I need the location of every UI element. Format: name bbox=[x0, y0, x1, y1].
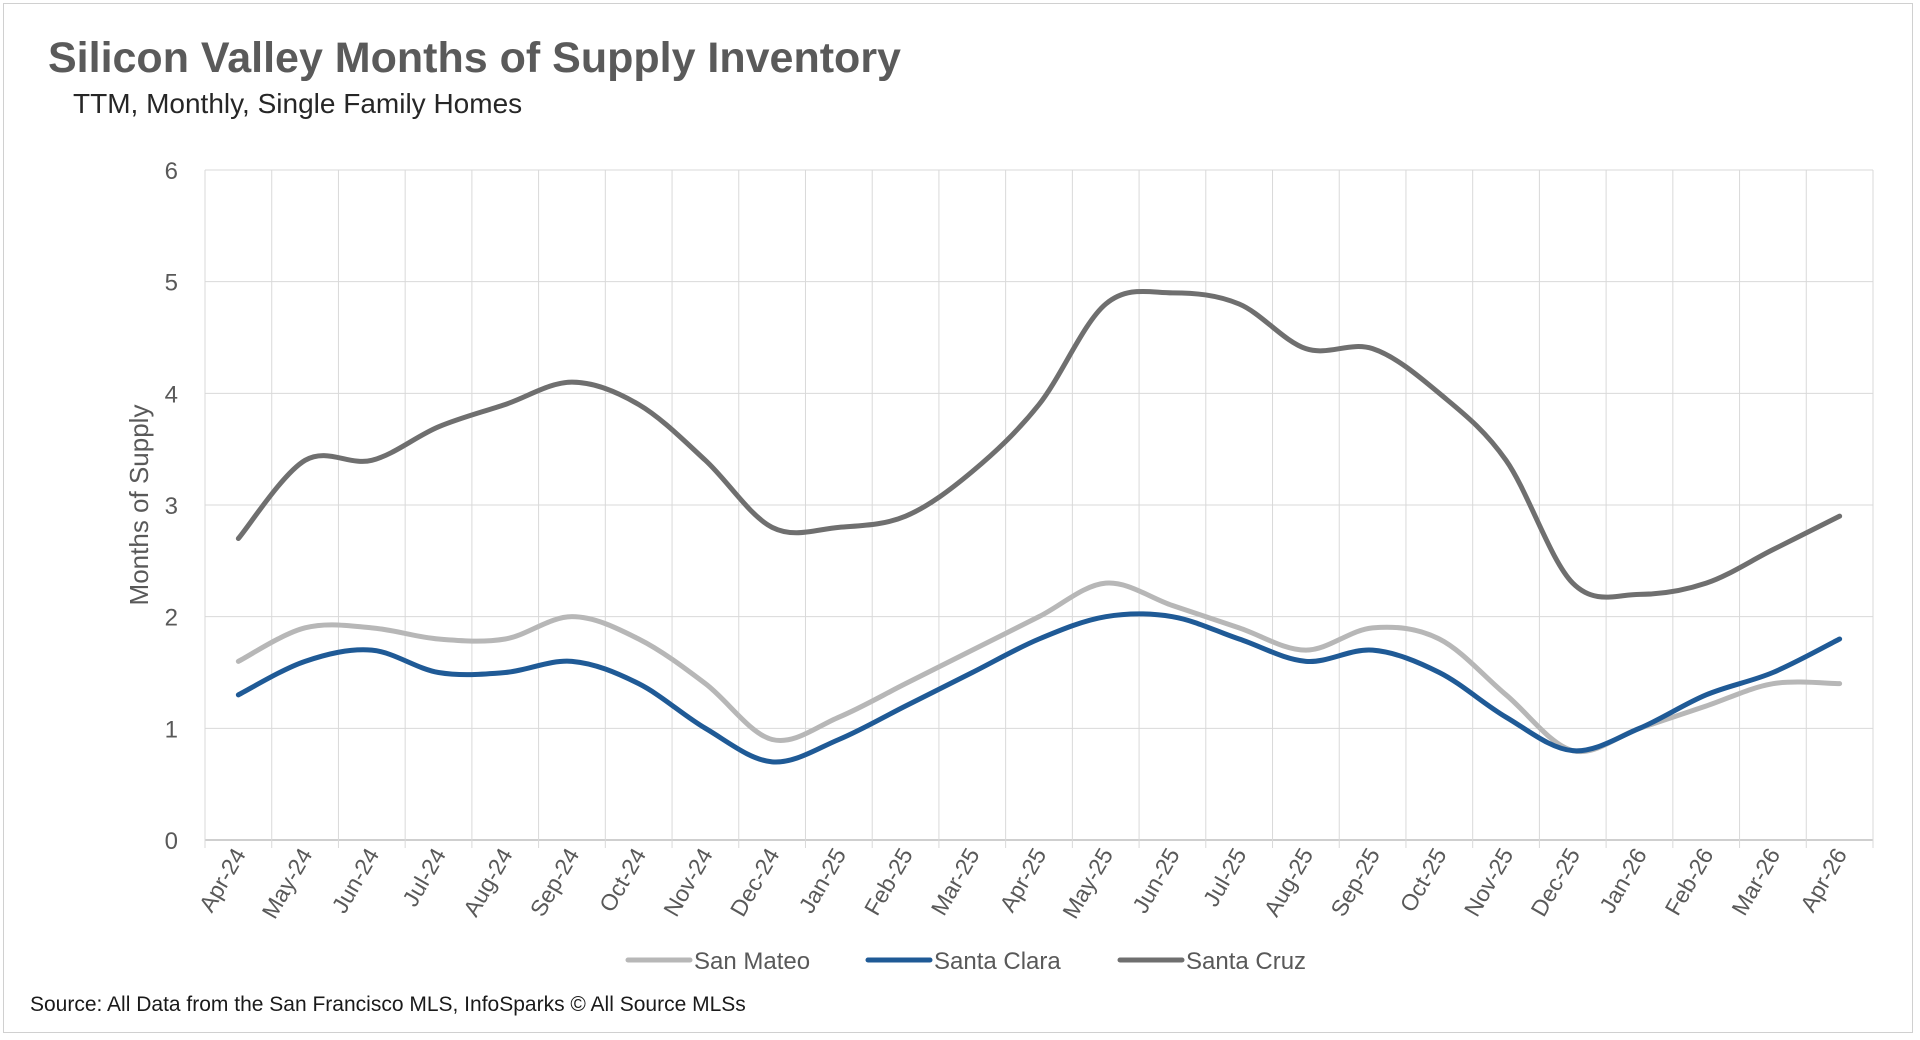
y-axis-label: Months of Supply bbox=[124, 405, 154, 606]
x-tick-label: Feb-25 bbox=[859, 844, 918, 920]
y-axis-ticks: 0 1 2 3 4 5 6 bbox=[165, 158, 178, 855]
x-tick-label: Dec-24 bbox=[725, 843, 785, 920]
y-tick-label: 0 bbox=[165, 828, 178, 855]
x-tick-label: Aug-24 bbox=[458, 843, 518, 920]
legend-label-santa-clara: Santa Clara bbox=[934, 948, 1061, 975]
series-line-santa-clara bbox=[235, 611, 1843, 765]
x-tick-label: Aug-25 bbox=[1259, 844, 1319, 921]
x-axis-ticks: Apr-24 May-24 Jun-24 Jul-24 Aug-24 Sep-24 Oct-… bbox=[194, 843, 1852, 923]
x-tick-label: Jul-25 bbox=[1198, 844, 1252, 911]
legend: San Mateo Santa Clara Santa Cruz bbox=[625, 948, 1306, 975]
y-tick-label: 4 bbox=[165, 381, 178, 408]
x-tick-label: Sep-24 bbox=[525, 843, 585, 920]
y-tick-label: 3 bbox=[165, 493, 178, 520]
x-tick-label: Apr-25 bbox=[994, 844, 1051, 917]
y-tick-label: 2 bbox=[165, 605, 178, 632]
x-tick-label: Oct-24 bbox=[594, 843, 651, 916]
chart-subtitle: TTM, Monthly, Single Family Homes bbox=[73, 88, 523, 119]
x-tick-label: Jan-26 bbox=[1594, 844, 1652, 918]
x-tick-label: Nov-25 bbox=[1459, 844, 1519, 921]
source-note: Source: All Data from the San Francisco … bbox=[30, 993, 746, 1016]
x-tick-label: Nov-24 bbox=[658, 843, 718, 920]
x-tick-label: Dec-25 bbox=[1525, 844, 1585, 921]
x-tick-label: Jun-24 bbox=[326, 843, 384, 917]
x-tick-label: May-24 bbox=[257, 843, 318, 923]
chart-title: Silicon Valley Months of Supply Inventor… bbox=[48, 34, 901, 82]
x-tick-label: Mar-25 bbox=[926, 844, 985, 920]
series-line-san-mateo bbox=[235, 580, 1843, 755]
x-tick-label: Jan-25 bbox=[793, 844, 851, 918]
y-tick-label: 6 bbox=[165, 158, 178, 185]
series-line-santa-cruz bbox=[235, 288, 1843, 600]
x-tick-label: Apr-26 bbox=[1795, 844, 1852, 917]
grid-lines bbox=[204, 169, 1874, 848]
chart-frame bbox=[3, 3, 1913, 1033]
x-tick-label: Apr-24 bbox=[194, 843, 251, 916]
x-tick-label: Jun-25 bbox=[1127, 844, 1185, 918]
x-tick-label: Mar-26 bbox=[1726, 844, 1785, 920]
x-tick-label: May-25 bbox=[1057, 844, 1118, 923]
legend-label-san-mateo: San Mateo bbox=[694, 948, 810, 975]
y-tick-label: 1 bbox=[165, 716, 178, 743]
x-tick-label: Jul-24 bbox=[397, 843, 451, 910]
x-tick-label: Feb-26 bbox=[1660, 844, 1719, 920]
y-tick-label: 5 bbox=[165, 270, 178, 297]
legend-label-santa-cruz: Santa Cruz bbox=[1186, 948, 1306, 975]
x-tick-label: Sep-25 bbox=[1325, 844, 1385, 921]
x-tick-label: Oct-25 bbox=[1395, 844, 1452, 917]
series-lines bbox=[235, 288, 1843, 765]
